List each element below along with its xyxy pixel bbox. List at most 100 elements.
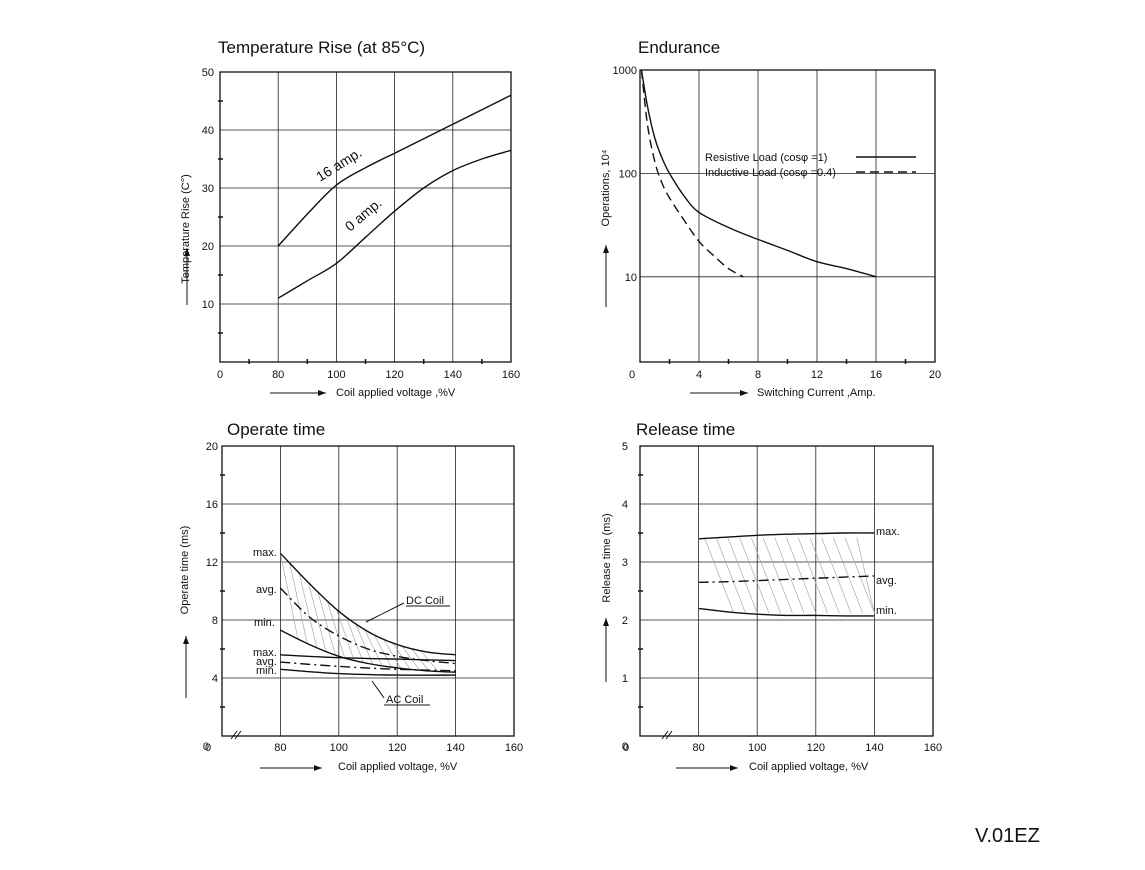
x-axis-arrow-head [730,765,738,771]
x-tick-label: 140 [865,742,883,754]
x-tick-label: 0 [623,742,629,754]
x-axis-arrow-head [314,765,322,771]
y-tick-label: 4 [622,499,628,511]
axis-break-mark [661,730,673,740]
hatch-line [739,537,770,614]
x-tick-label: 100 [748,742,766,754]
chart-title: Endurance [638,38,720,57]
hatch-line [298,572,317,648]
x-axis-label: Coil applied voltage, %V [749,761,869,773]
series-line-3 [280,654,456,662]
series-label: max. [253,547,277,559]
x-tick-label: 0 [217,369,223,381]
x-tick-label: 12 [811,369,823,381]
hatch-line [308,582,327,652]
y-tick-label: 16 [206,499,218,511]
hatch-line [326,600,345,658]
hatch-line [821,537,852,614]
hatch-line [364,629,383,666]
x-tick-label: 100 [330,742,348,754]
plot-frame [639,445,934,737]
series-label: 0 amp. [342,195,385,235]
hatch-line [280,553,299,639]
series-line-1 [640,69,744,278]
x-tick-label: 8 [755,369,761,381]
series-line-2 [698,607,875,617]
y-tick-label: 4 [212,673,218,685]
series-line-0 [279,552,456,656]
y-tick-label: 1000 [613,65,637,77]
x-tick-label: 140 [446,742,464,754]
hatch-line [392,642,411,670]
series-label: max. [876,526,900,538]
hatch-line [844,537,875,614]
x-tick-label: 100 [327,369,345,381]
hatch-line [833,537,864,614]
x-tick-label: 120 [388,742,406,754]
x-axis-label: Switching Current ,Amp. [757,387,876,399]
y-tick-label: 8 [212,615,218,627]
y-tick-label: 30 [202,183,214,195]
y-tick-label: 12 [206,557,218,569]
y-axis-arrow-head [603,245,609,253]
series-label: avg. [256,656,277,668]
series-line-0 [640,69,877,278]
y-axis-arrow-head [603,618,609,626]
y-tick-label: 1 [622,673,628,685]
hatch-line [751,537,781,614]
x-tick-label: 16 [870,369,882,381]
x-tick-label: 4 [696,369,702,381]
series-line-1 [698,575,875,583]
series-label: 16 amp. [313,144,364,184]
x-tick-label: 20 [929,369,941,381]
y-tick-label: 10 [202,299,214,311]
series-label: min. [254,617,275,629]
y-tick-label: 100 [619,168,637,180]
annotation-leader [365,602,405,623]
series-line-0 [698,532,875,540]
document-code: V.01EZ [975,825,1040,847]
x-axis-arrow-head [740,390,748,396]
y-tick-label: 2 [622,615,628,627]
series-line-0 [277,94,512,247]
series-line-1 [277,149,512,299]
x-tick-label: 160 [502,369,520,381]
y-tick-label: 0 [203,741,209,753]
hatch-line [715,537,746,614]
y-tick-label: 10 [625,272,637,284]
y-tick-label: 0 [622,741,628,753]
plot-frame [639,69,936,363]
x-axis-label: Coil applied voltage, %V [338,761,458,773]
hatch-line [345,616,364,663]
hatch-line [382,638,402,669]
x-axis-arrow-head [318,390,326,396]
hatch-line [727,537,758,614]
hatch-line [856,537,875,614]
hatch-line [373,634,392,668]
annotation-ac-coil: AC Coil [386,694,423,706]
x-tick-label: 80 [274,742,286,754]
y-tick-label: 3 [622,557,628,569]
chart-title: Operate time [227,420,325,439]
y-axis-label: Operations, 10⁴ [600,149,612,226]
series-label: min. [256,665,277,677]
x-tick-label: 0 [629,369,635,381]
y-axis-arrow-head [184,248,190,256]
y-tick-label: 5 [622,441,628,453]
series-line-1 [279,587,456,665]
chart-title: Release time [636,420,735,439]
axis-break-mark [230,730,242,740]
hatch-line [354,622,373,665]
hatch-line [401,645,420,671]
annotation-dc-coil: DC Coil [406,595,444,607]
x-tick-label: 160 [505,742,523,754]
annotation-leader [371,680,385,699]
series-label: avg. [256,584,277,596]
series-label: avg. [876,575,897,587]
y-axis-label: Temperature Rise (C°) [180,174,192,284]
series-label: min. [876,605,897,617]
x-axis-label: Coil applied voltage ,%V [336,387,456,399]
y-axis-arrow-head [183,636,189,644]
